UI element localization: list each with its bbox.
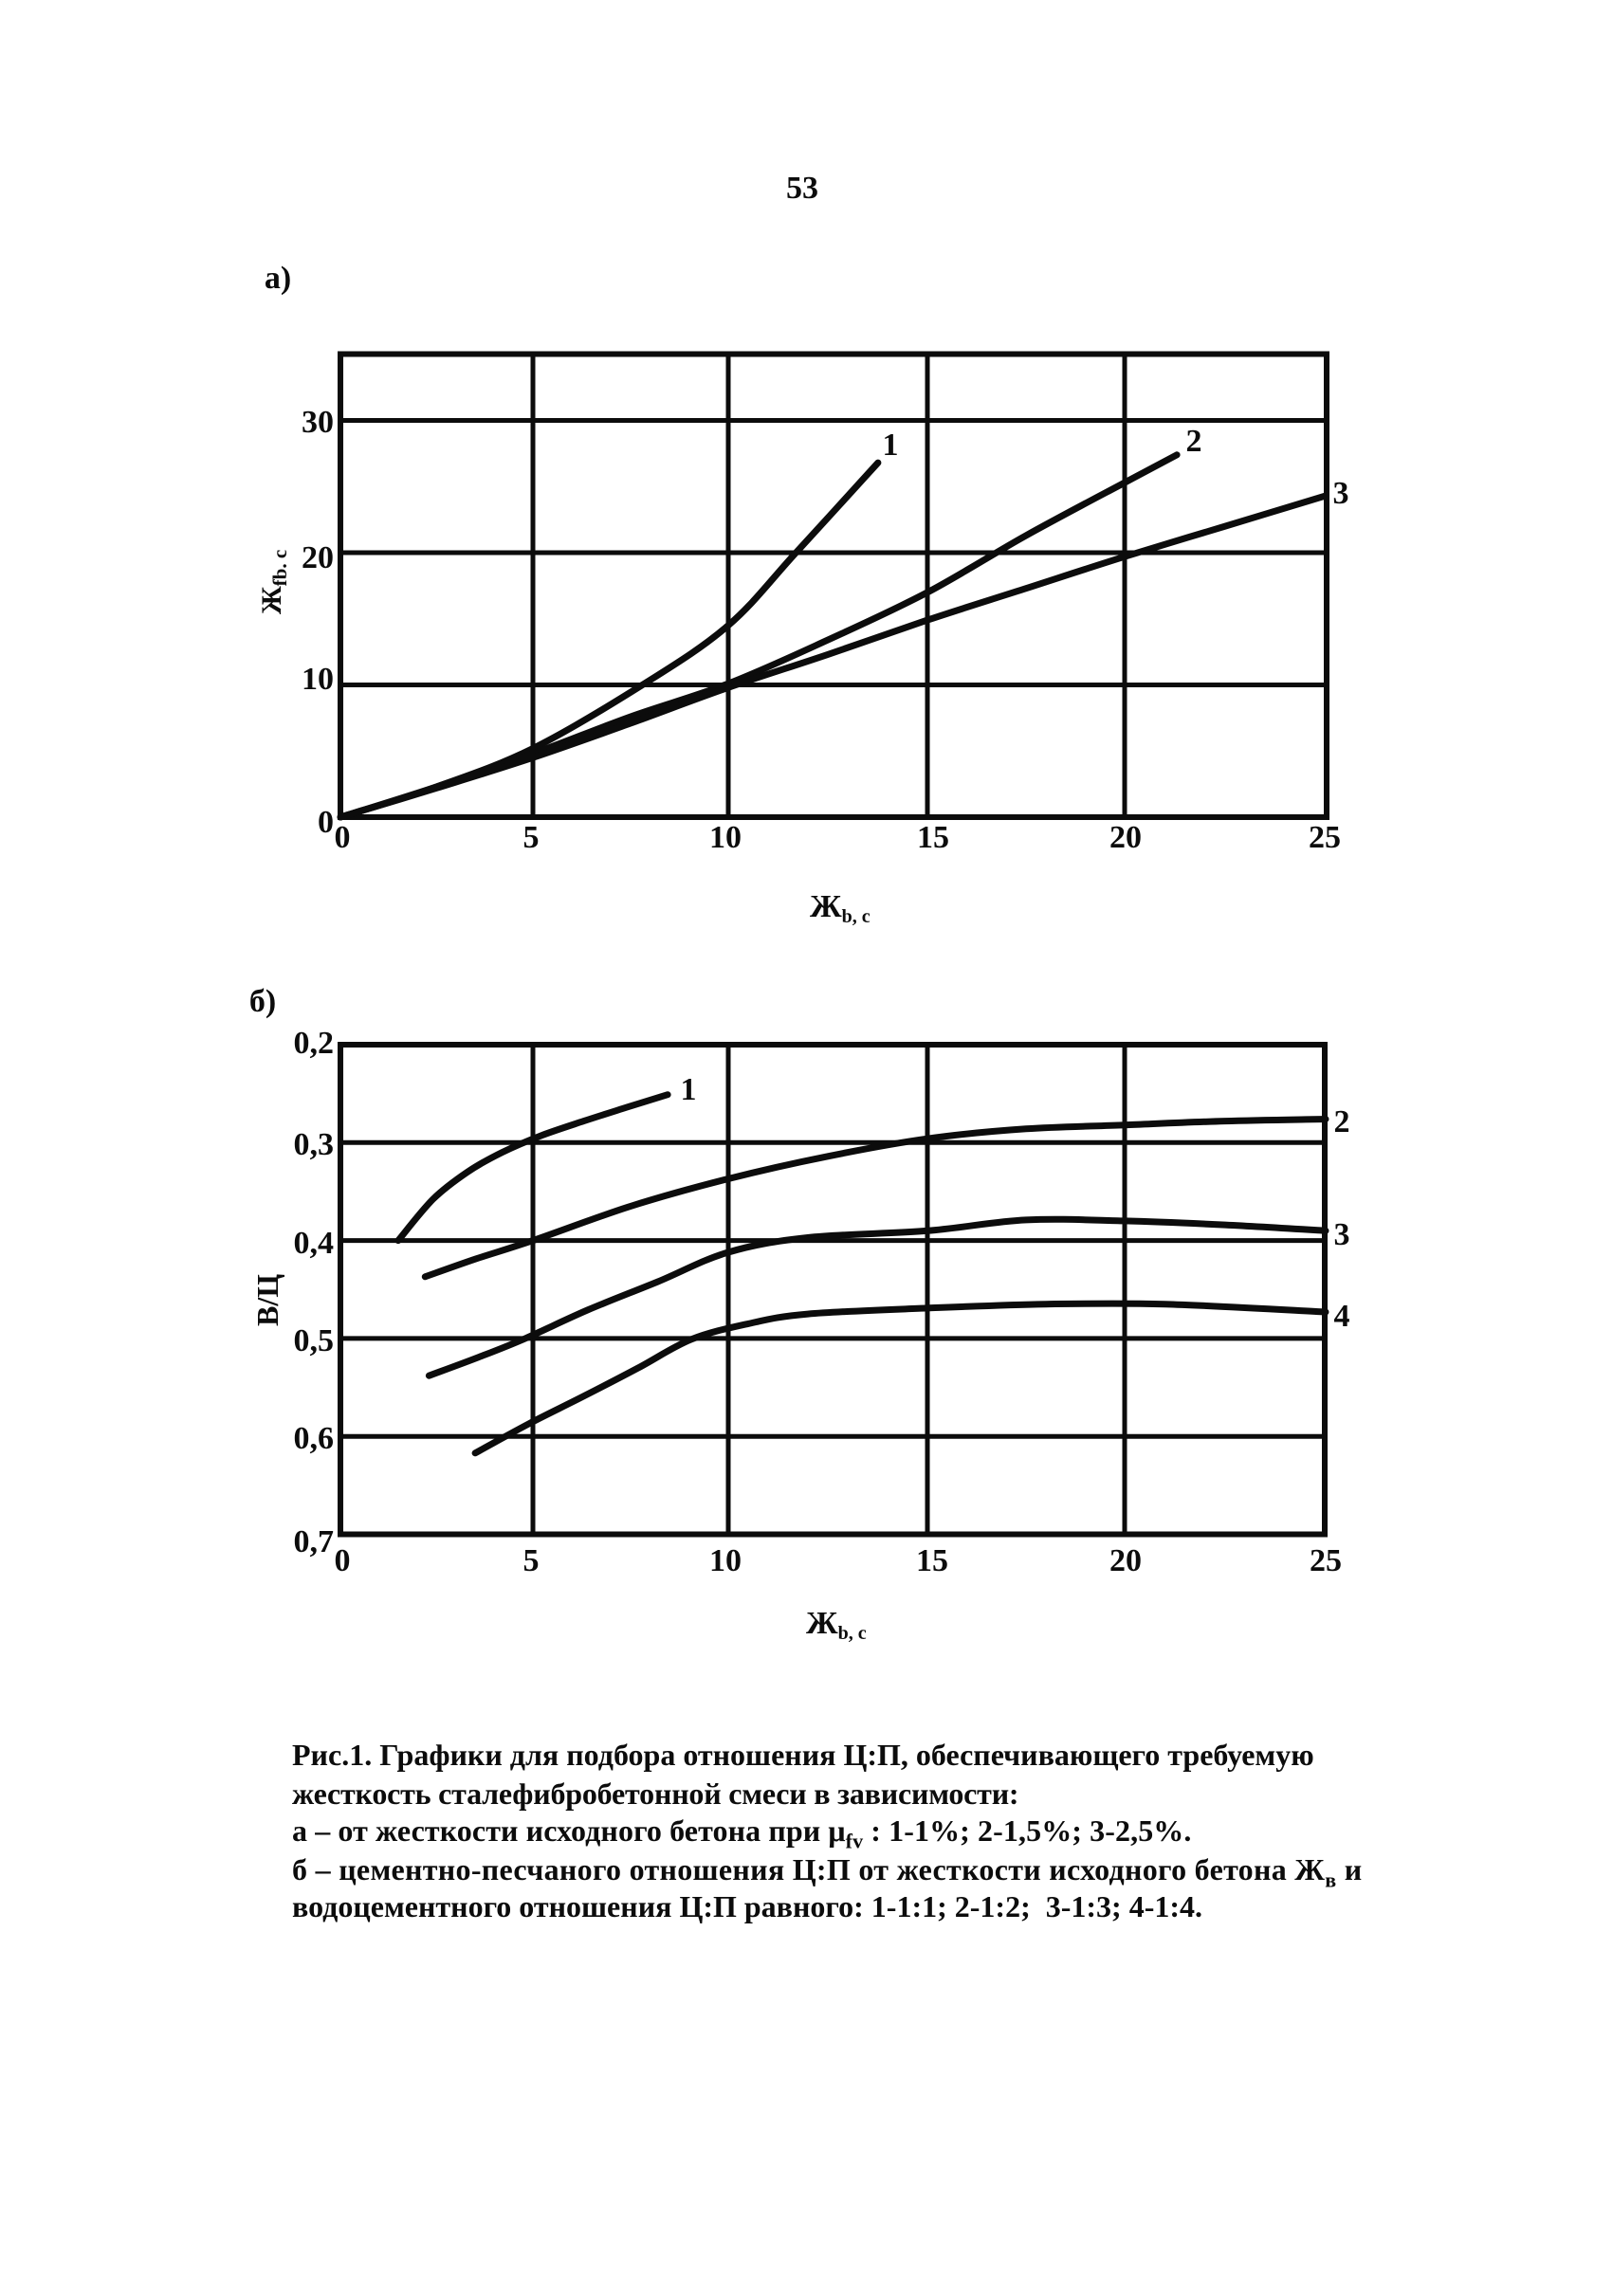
svg-text:0: 0 <box>318 805 334 840</box>
svg-text:2: 2 <box>1186 424 1202 459</box>
svg-text:25: 25 <box>1310 1543 1342 1578</box>
svg-text:15: 15 <box>916 1543 948 1578</box>
svg-text:а): а) <box>265 261 291 296</box>
svg-text:Жfb. c: Жfb. c <box>256 550 291 614</box>
svg-text:Жb, c: Жb, c <box>810 889 871 927</box>
svg-text:0,2: 0,2 <box>294 1026 335 1061</box>
svg-text:10: 10 <box>709 1543 742 1578</box>
svg-text:15: 15 <box>917 820 949 855</box>
svg-text:1: 1 <box>883 428 899 463</box>
svg-text:3: 3 <box>1333 476 1349 511</box>
svg-text:б): б) <box>249 984 276 1019</box>
svg-text:0: 0 <box>335 1543 351 1578</box>
svg-text:0,6: 0,6 <box>294 1421 335 1456</box>
svg-text:Жb, c: Жb, c <box>806 1606 867 1644</box>
svg-text:0,4: 0,4 <box>294 1226 335 1261</box>
svg-text:0,7: 0,7 <box>294 1524 335 1559</box>
svg-text:20: 20 <box>302 540 334 575</box>
svg-text:5: 5 <box>523 820 540 855</box>
svg-text:В/Ц: В/Ц <box>250 1274 284 1326</box>
svg-text:20: 20 <box>1109 820 1142 855</box>
svg-text:0,5: 0,5 <box>294 1323 335 1358</box>
svg-text:20: 20 <box>1109 1543 1142 1578</box>
svg-text:25: 25 <box>1309 820 1341 855</box>
svg-text:4: 4 <box>1334 1299 1350 1334</box>
svg-text:5: 5 <box>523 1543 540 1578</box>
svg-text:0: 0 <box>335 820 351 855</box>
svg-text:53: 53 <box>786 171 818 206</box>
svg-text:10: 10 <box>302 662 334 697</box>
svg-text:10: 10 <box>709 820 742 855</box>
svg-text:1: 1 <box>681 1072 697 1107</box>
svg-text:30: 30 <box>302 405 334 440</box>
svg-text:3: 3 <box>1334 1217 1350 1252</box>
svg-text:2: 2 <box>1334 1104 1350 1139</box>
svg-text:0,3: 0,3 <box>294 1127 335 1162</box>
